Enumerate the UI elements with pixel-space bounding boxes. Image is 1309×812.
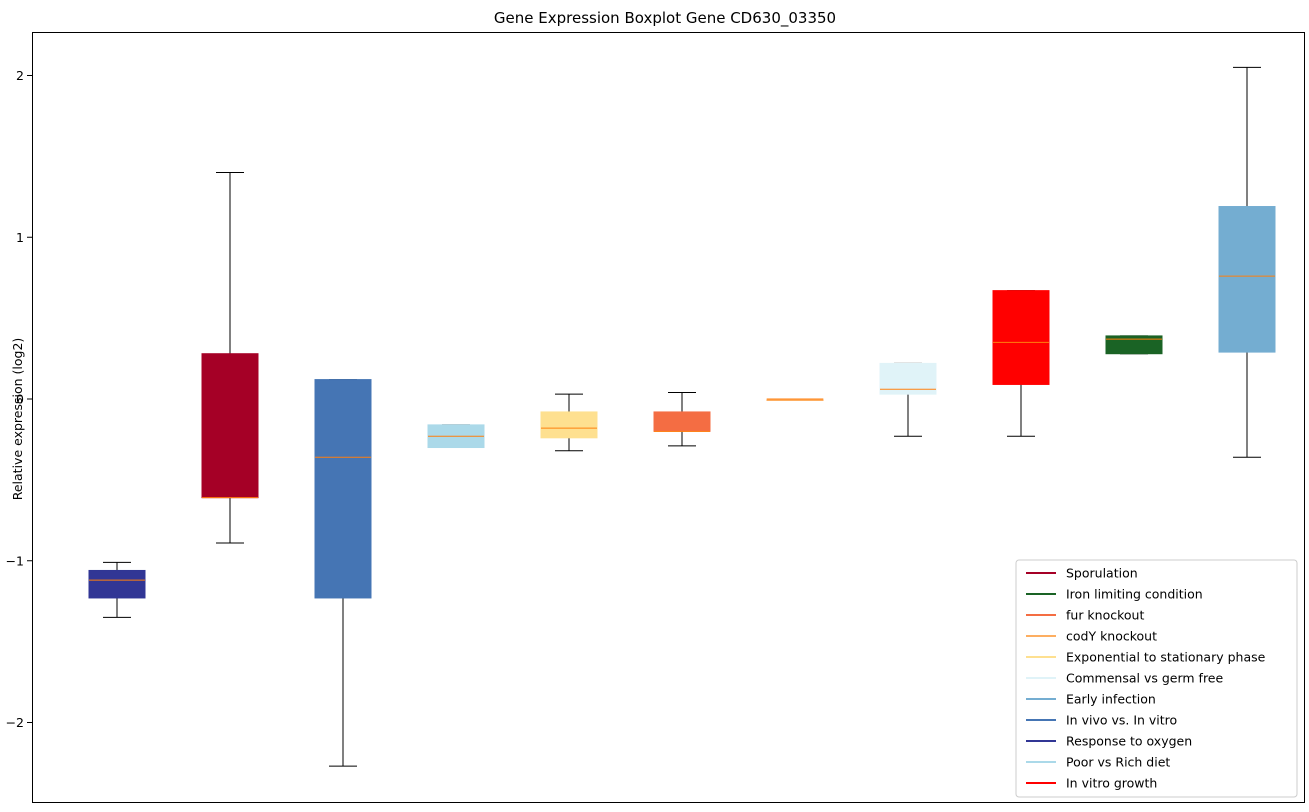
box-4 [427, 424, 485, 449]
box-5 [540, 393, 598, 452]
box-9 [992, 290, 1050, 437]
y-tick-label: 2 [16, 68, 24, 83]
legend-label: codY knockout [1066, 629, 1157, 644]
box-body [314, 379, 372, 599]
legend-label: Exponential to stationary phase [1066, 650, 1266, 665]
box-2 [201, 172, 259, 544]
y-tick-label: −2 [6, 715, 24, 730]
legend-entry: Poor vs Rich diet [1026, 755, 1170, 770]
legend-entry: Response to oxygen [1026, 734, 1192, 749]
box-11 [1218, 66, 1276, 458]
box-body [1218, 206, 1276, 353]
box-6 [653, 392, 711, 447]
legend-entry: Exponential to stationary phase [1026, 650, 1266, 665]
y-axis-label: Relative expression (log2) [10, 338, 25, 501]
legend-label: In vitro growth [1066, 776, 1157, 791]
legend-label: Response to oxygen [1066, 734, 1192, 749]
box-series [88, 66, 1276, 767]
legend-entry: In vivo vs. In vitro [1026, 713, 1177, 728]
box-10 [1105, 335, 1163, 355]
y-axis-ticks: −2 −1 0 1 2 [6, 68, 32, 730]
box-body [201, 353, 259, 499]
legend-label: Iron limiting condition [1066, 587, 1203, 602]
y-tick-label: 1 [16, 230, 24, 245]
legend-label: Sporulation [1066, 566, 1138, 581]
legend-label: fur knockout [1066, 608, 1144, 623]
box-body [88, 569, 146, 599]
y-tick-label: −1 [6, 553, 24, 568]
box-8 [879, 362, 937, 437]
box-body [540, 411, 598, 439]
plot-area-frame [32, 32, 1305, 803]
legend-entry: codY knockout [1026, 629, 1157, 644]
y-tick-label: 0 [16, 392, 24, 407]
box-1 [88, 561, 146, 618]
box-7 [766, 398, 824, 401]
legend-label: Poor vs Rich diet [1066, 755, 1170, 770]
legend-label: In vivo vs. In vitro [1066, 713, 1177, 728]
box-3 [314, 379, 372, 767]
box-body [992, 290, 1050, 385]
legend: Sporulation Iron limiting condition fur kn… [1015, 559, 1298, 798]
legend-entry: fur knockout [1026, 608, 1144, 623]
box-body [653, 411, 711, 432]
legend-entry: Early infection [1026, 692, 1156, 707]
chart-title: Gene Expression Boxplot Gene CD630_03350 [494, 9, 836, 28]
legend-entry: Commensal vs germ free [1026, 671, 1223, 686]
legend-label: Early infection [1066, 692, 1156, 707]
legend-entry: Iron limiting condition [1026, 587, 1203, 602]
legend-entry: In vitro growth [1026, 776, 1157, 791]
box-body [1105, 335, 1163, 355]
legend-box [1015, 559, 1298, 798]
legend-label: Commensal vs germ free [1066, 671, 1223, 686]
legend-entry: Sporulation [1026, 566, 1138, 581]
